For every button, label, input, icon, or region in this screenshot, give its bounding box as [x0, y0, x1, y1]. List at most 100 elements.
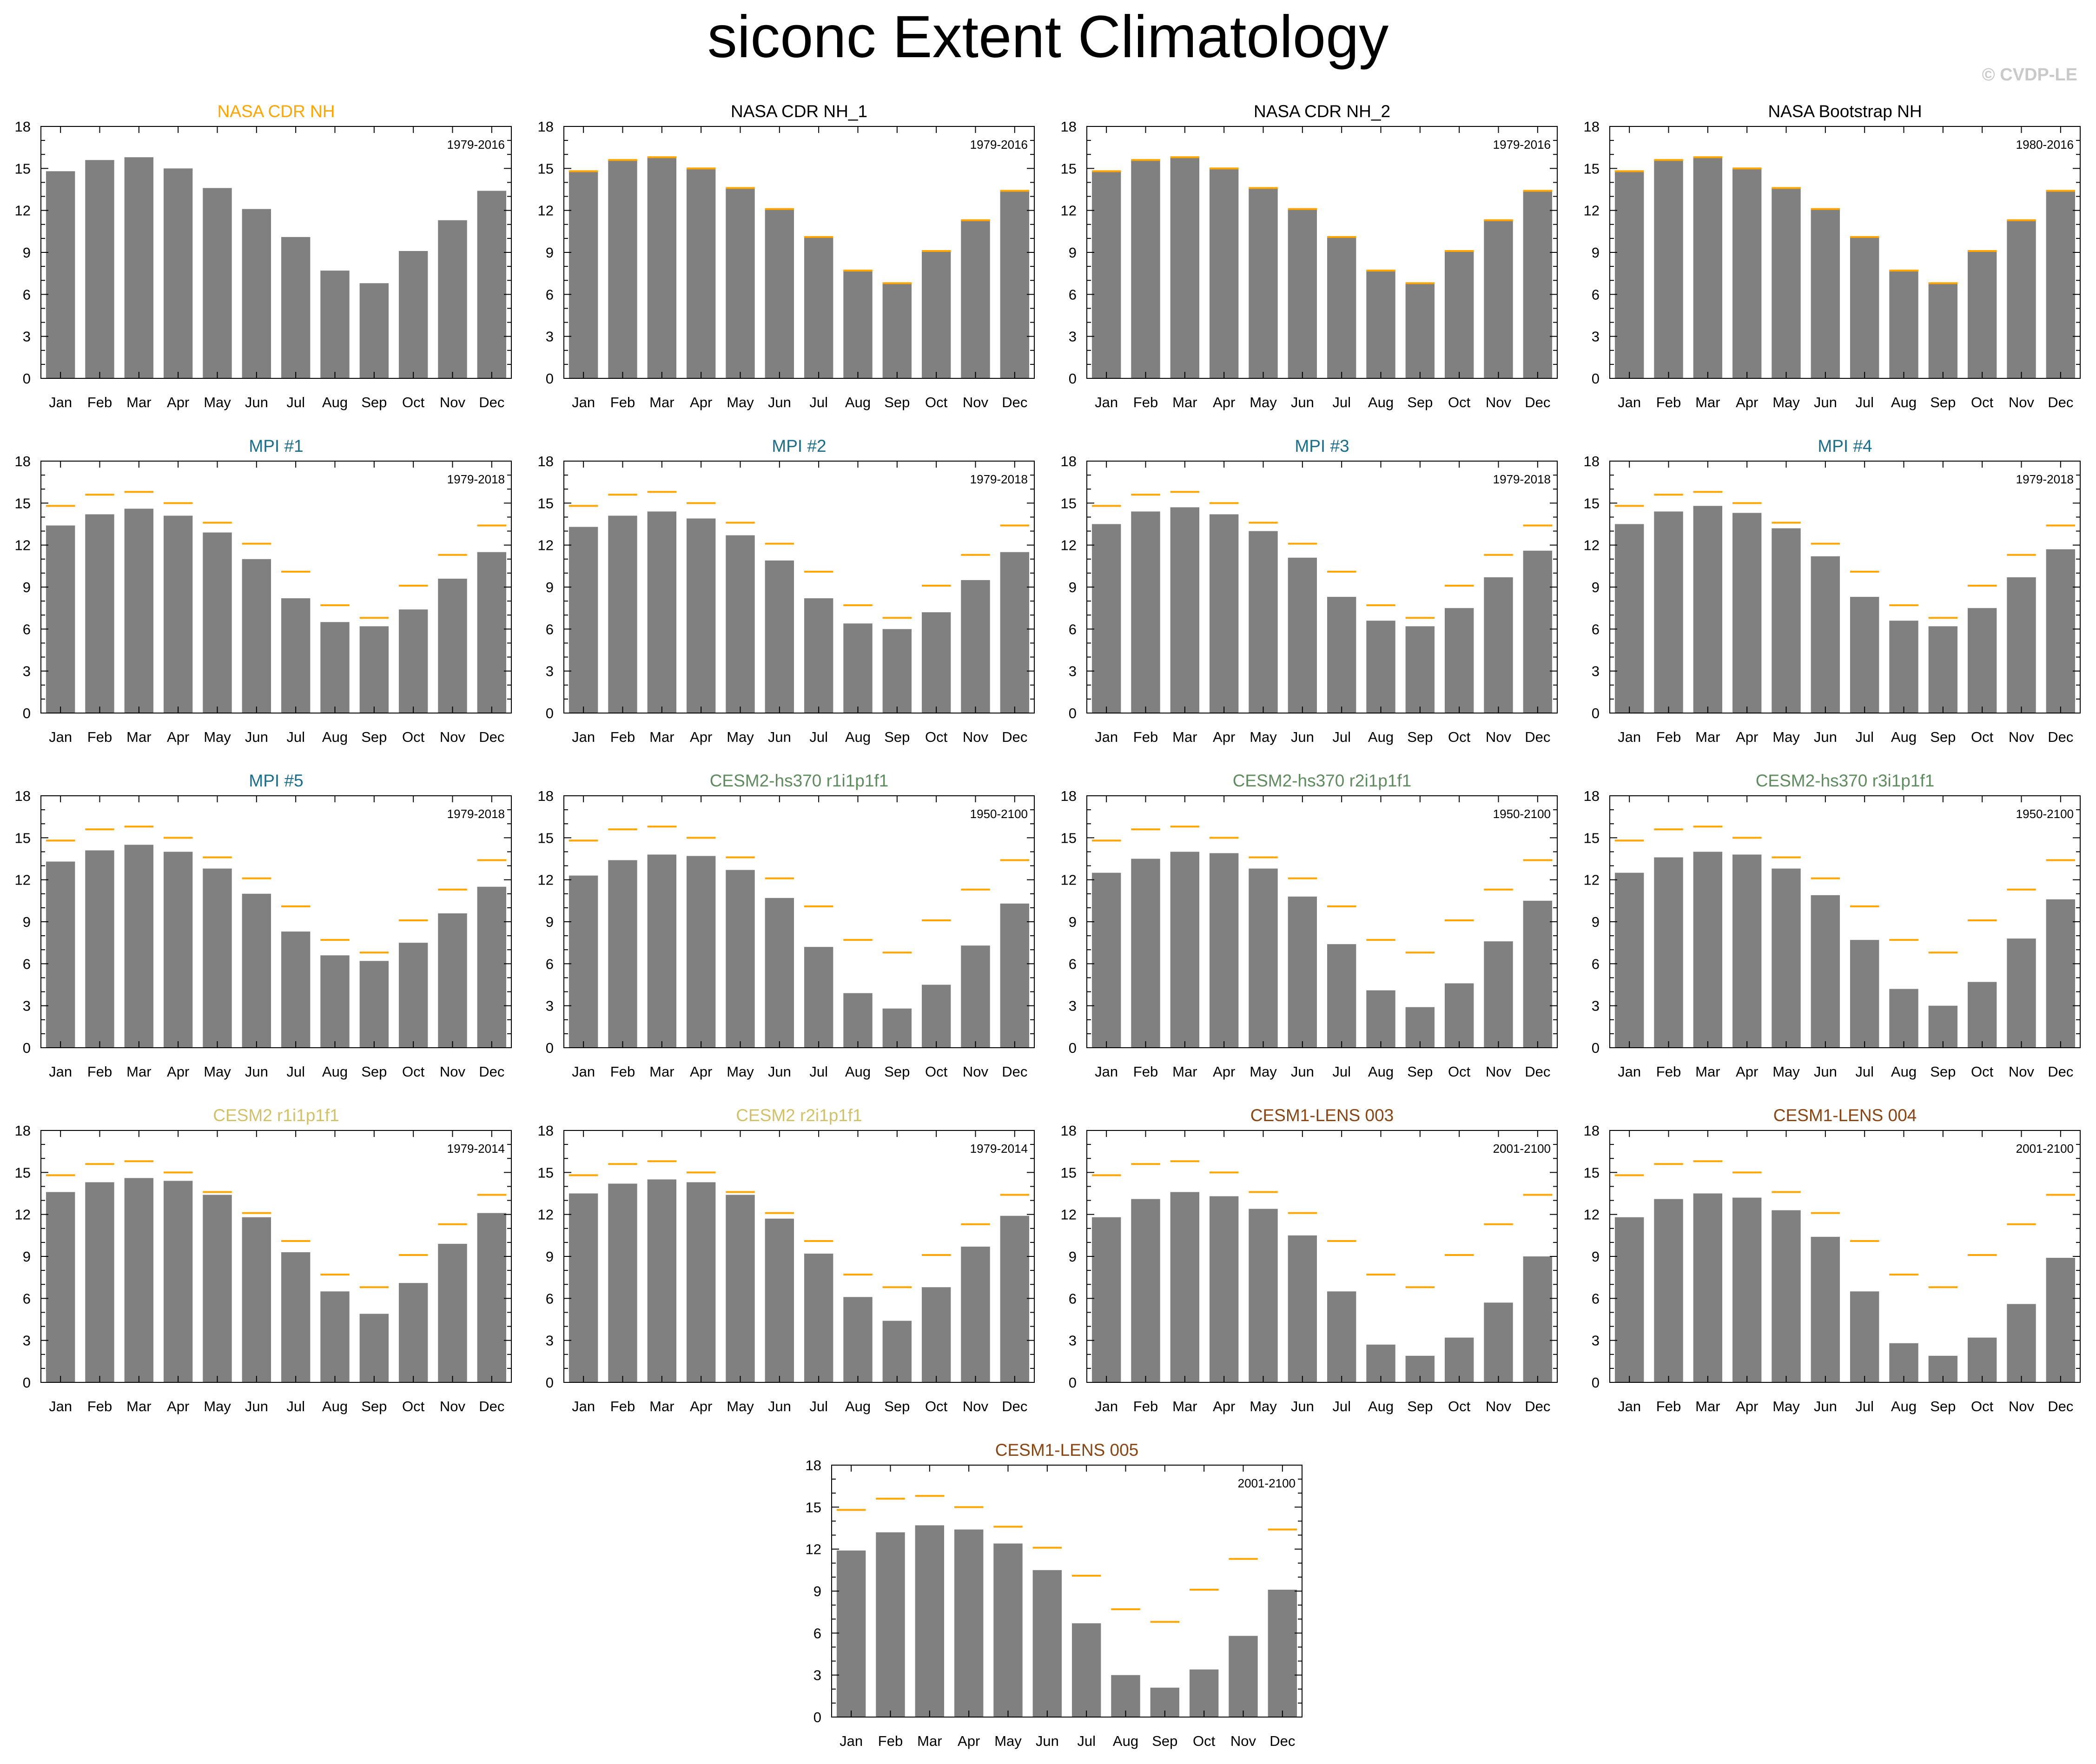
y-tick-label: 9 — [23, 1249, 31, 1265]
x-tick-label: Aug — [322, 394, 348, 410]
period-label: 1979-2014 — [447, 1142, 505, 1156]
panel-15: CESM1-LENS 003 0 3 6 9 12 15 18 Jan Feb Mar Apr May J… — [1061, 1106, 1558, 1414]
panel-6: MPI #2 0 3 6 9 12 15 18 Jan Feb Mar Apr May Jun Jul Aug… — [538, 436, 1035, 745]
bar-may — [1772, 188, 1801, 378]
bar-aug — [1111, 1675, 1140, 1717]
x-tick-label: May — [1772, 1398, 1800, 1414]
x-tick-label: Aug — [322, 729, 348, 745]
bar-may — [1772, 1210, 1801, 1382]
panel-1: NASA CDR NH 0 3 6 9 12 15 18 Jan Feb Mar Apr May Jun J… — [15, 102, 512, 410]
panel-9: MPI #5 0 3 6 9 12 15 18 Jan Feb Mar Apr May Jun Jul Aug… — [15, 771, 512, 1080]
x-tick-label: Aug — [1891, 729, 1917, 745]
x-tick-label: Jul — [1332, 394, 1351, 410]
x-tick-label: Feb — [878, 1733, 903, 1749]
bar-jul — [1850, 597, 1879, 713]
bar-dec — [1523, 550, 1553, 713]
bar-jul — [1327, 597, 1356, 713]
y-tick-label: 0 — [546, 1374, 554, 1391]
y-tick-label: 6 — [23, 1290, 31, 1307]
bar-feb — [1654, 857, 1683, 1048]
bar-apr — [1732, 513, 1762, 713]
bar-feb — [608, 160, 637, 378]
bar-jul — [804, 237, 833, 378]
bar-oct — [921, 251, 951, 378]
bar-mar — [1170, 157, 1200, 378]
x-tick-label: Jun — [1814, 729, 1837, 745]
x-tick-label: Nov — [963, 729, 989, 745]
bar-nov — [2007, 938, 2036, 1048]
bar-sep — [359, 626, 389, 713]
x-tick-label: Dec — [2048, 729, 2073, 745]
y-tick-label: 6 — [546, 286, 554, 303]
x-tick-label: Apr — [167, 1064, 189, 1080]
bar-sep — [1928, 1005, 1958, 1048]
x-tick-label: Sep — [1407, 1398, 1433, 1414]
x-tick-label: Apr — [167, 1398, 189, 1414]
period-label: 1950-2100 — [2016, 807, 2074, 821]
bar-jun — [1811, 209, 1840, 378]
bar-aug — [1889, 989, 1918, 1048]
y-tick-label: 18 — [538, 453, 554, 469]
bar-jul — [1850, 940, 1879, 1048]
y-tick-label: 0 — [1592, 1374, 1600, 1391]
y-tick-label: 0 — [546, 370, 554, 387]
bar-oct — [398, 609, 428, 713]
x-tick-label: May — [994, 1733, 1022, 1749]
y-tick-label: 18 — [538, 788, 554, 804]
panel-title: MPI #3 — [1295, 436, 1349, 456]
bar-nov — [1484, 941, 1513, 1048]
x-tick-label: May — [727, 729, 754, 745]
y-tick-label: 6 — [23, 956, 31, 972]
period-label: 1979-2018 — [447, 807, 505, 821]
y-tick-label: 12 — [15, 537, 31, 554]
x-tick-label: Nov — [1230, 1733, 1256, 1749]
bar-apr — [686, 856, 716, 1048]
y-tick-label: 0 — [1069, 1040, 1077, 1056]
x-tick-label: Jun — [1291, 1398, 1314, 1414]
x-tick-label: Aug — [1891, 1064, 1917, 1080]
y-tick-label: 15 — [538, 160, 554, 177]
y-tick-label: 9 — [1069, 579, 1077, 595]
bar-aug — [1889, 1343, 1918, 1382]
bar-apr — [1732, 854, 1762, 1048]
period-label: 2001-2100 — [1493, 1142, 1551, 1156]
y-tick-label: 6 — [546, 621, 554, 637]
bar-dec — [477, 1213, 507, 1382]
y-tick-label: 12 — [538, 537, 554, 554]
panel-title: CESM2 r2i1p1f1 — [736, 1106, 862, 1125]
y-tick-label: 18 — [1061, 1123, 1077, 1139]
x-tick-label: Mar — [1695, 394, 1720, 410]
bar-mar — [1170, 507, 1200, 713]
x-tick-label: Jul — [1332, 1064, 1351, 1080]
x-tick-label: Dec — [479, 1398, 504, 1414]
bar-jul — [804, 947, 833, 1048]
x-tick-label: Nov — [440, 394, 466, 410]
x-tick-label: Apr — [1213, 394, 1235, 410]
bar-apr — [163, 515, 193, 713]
y-tick-label: 3 — [1592, 329, 1600, 345]
bar-oct — [398, 943, 428, 1048]
x-tick-label: Jan — [572, 1064, 595, 1080]
panel-14: CESM2 r2i1p1f1 0 3 6 9 12 15 18 Jan Feb Mar Apr May J… — [538, 1106, 1035, 1414]
y-tick-label: 18 — [1584, 453, 1600, 469]
y-tick-label: 0 — [23, 1374, 31, 1391]
y-tick-label: 12 — [1061, 872, 1077, 888]
y-tick-label: 6 — [1592, 1290, 1600, 1307]
bar-jun — [765, 560, 794, 713]
bar-feb — [1131, 859, 1160, 1048]
bar-sep — [882, 629, 912, 713]
panel-title: NASA CDR NH — [218, 102, 335, 121]
x-tick-label: Nov — [440, 729, 466, 745]
x-tick-label: Apr — [1736, 394, 1758, 410]
x-tick-label: Feb — [87, 1398, 112, 1414]
x-tick-label: Mar — [1695, 729, 1720, 745]
x-tick-label: Sep — [884, 1398, 910, 1414]
y-tick-label: 3 — [23, 329, 31, 345]
y-tick-label: 12 — [15, 872, 31, 888]
bar-feb — [85, 850, 114, 1048]
bar-feb — [1654, 511, 1683, 713]
x-tick-label: Dec — [1525, 1398, 1550, 1414]
x-tick-label: Feb — [1133, 729, 1158, 745]
bar-aug — [843, 1297, 873, 1382]
x-tick-label: Aug — [1368, 394, 1394, 410]
